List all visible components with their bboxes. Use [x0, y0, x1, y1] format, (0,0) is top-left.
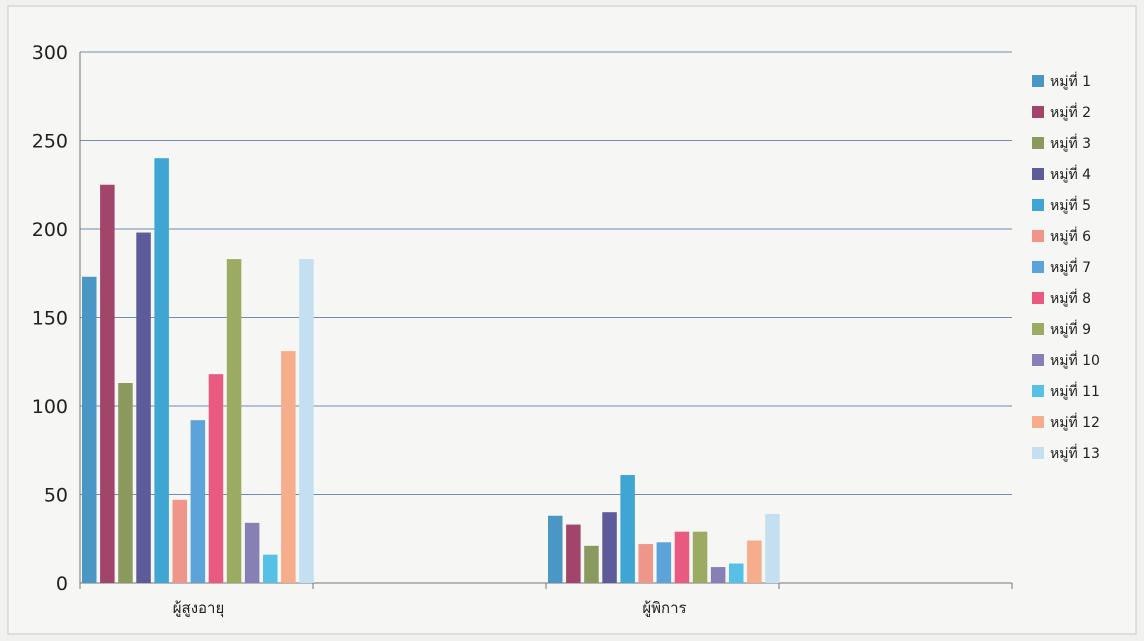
legend-entry-label: หมู่ที่ 10	[1050, 351, 1100, 369]
axes: 0 50 100 150 200 250 300 ผู้สูงอายุ ผู้พิการ	[32, 42, 1013, 618]
bar	[190, 420, 206, 583]
legend-swatch	[1032, 292, 1044, 304]
bar	[729, 563, 744, 583]
y-tick-label: 200	[32, 219, 68, 241]
legend-swatch	[1032, 385, 1044, 397]
legend-swatch	[1032, 106, 1044, 118]
y-tick-label: 250	[32, 131, 68, 153]
legend-swatch	[1032, 416, 1044, 428]
bar	[548, 515, 563, 583]
bar	[602, 512, 617, 583]
legend-swatch	[1032, 447, 1044, 459]
bar	[263, 554, 278, 583]
bar	[692, 531, 708, 583]
legend-entry-label: หมู่ที่ 7	[1050, 258, 1091, 276]
bar	[136, 232, 151, 584]
bar	[765, 513, 780, 583]
legend-entry-label: หมู่ที่ 4	[1050, 165, 1091, 183]
legend-swatch	[1032, 75, 1044, 87]
bar	[281, 351, 296, 583]
legend-swatch	[1032, 137, 1044, 149]
legend-entry-label: หมู่ที่ 3	[1050, 134, 1091, 152]
y-tick-label: 300	[32, 42, 68, 64]
bar	[620, 475, 635, 583]
bar	[584, 545, 599, 583]
legend-swatch	[1032, 168, 1044, 180]
bar	[747, 540, 762, 583]
bar	[172, 499, 187, 583]
bar	[299, 259, 314, 583]
bar	[656, 542, 672, 583]
legend-entry-label: หมู่ที่ 2	[1050, 103, 1091, 121]
bar	[674, 531, 690, 583]
y-tick-label: 0	[56, 573, 68, 595]
bar	[118, 382, 133, 583]
bars	[82, 158, 780, 584]
legend-entry-label: หมู่ที่ 13	[1050, 444, 1100, 462]
legend-entry-label: หมู่ที่ 8	[1050, 289, 1091, 307]
legend-entry-label: หมู่ที่ 5	[1050, 196, 1091, 214]
legend-entry-label: หมู่ที่ 12	[1050, 413, 1100, 431]
y-tick-label: 150	[32, 308, 68, 330]
x-category-label: ผู้พิการ	[642, 599, 686, 617]
bar	[82, 276, 97, 583]
legend-swatch	[1032, 323, 1044, 335]
bar	[566, 524, 581, 583]
legend-swatch	[1032, 354, 1044, 366]
y-tick-label: 100	[32, 396, 68, 418]
legend-swatch	[1032, 230, 1044, 242]
bar	[226, 259, 242, 583]
bar	[710, 567, 726, 583]
legend-entry-label: หมู่ที่ 11	[1050, 382, 1100, 400]
legend-entry-label: หมู่ที่ 1	[1050, 72, 1091, 90]
y-tick-label: 50	[44, 485, 68, 507]
legend-swatch	[1032, 199, 1044, 211]
bar	[638, 544, 653, 583]
x-category-label: ผู้สูงอายุ	[173, 599, 225, 618]
bar	[100, 184, 115, 583]
bar	[244, 522, 260, 583]
bar	[154, 158, 169, 583]
bar	[208, 374, 224, 583]
legend-swatch	[1032, 261, 1044, 273]
legend-entry-label: หมู่ที่ 6	[1050, 227, 1091, 245]
legend: หมู่ที่ 1 หมู่ที่ 2 หมู่ที่ 3 หมู่ที่ 4 หมู่…	[1032, 72, 1100, 462]
legend-entry-label: หมู่ที่ 9	[1050, 320, 1091, 338]
